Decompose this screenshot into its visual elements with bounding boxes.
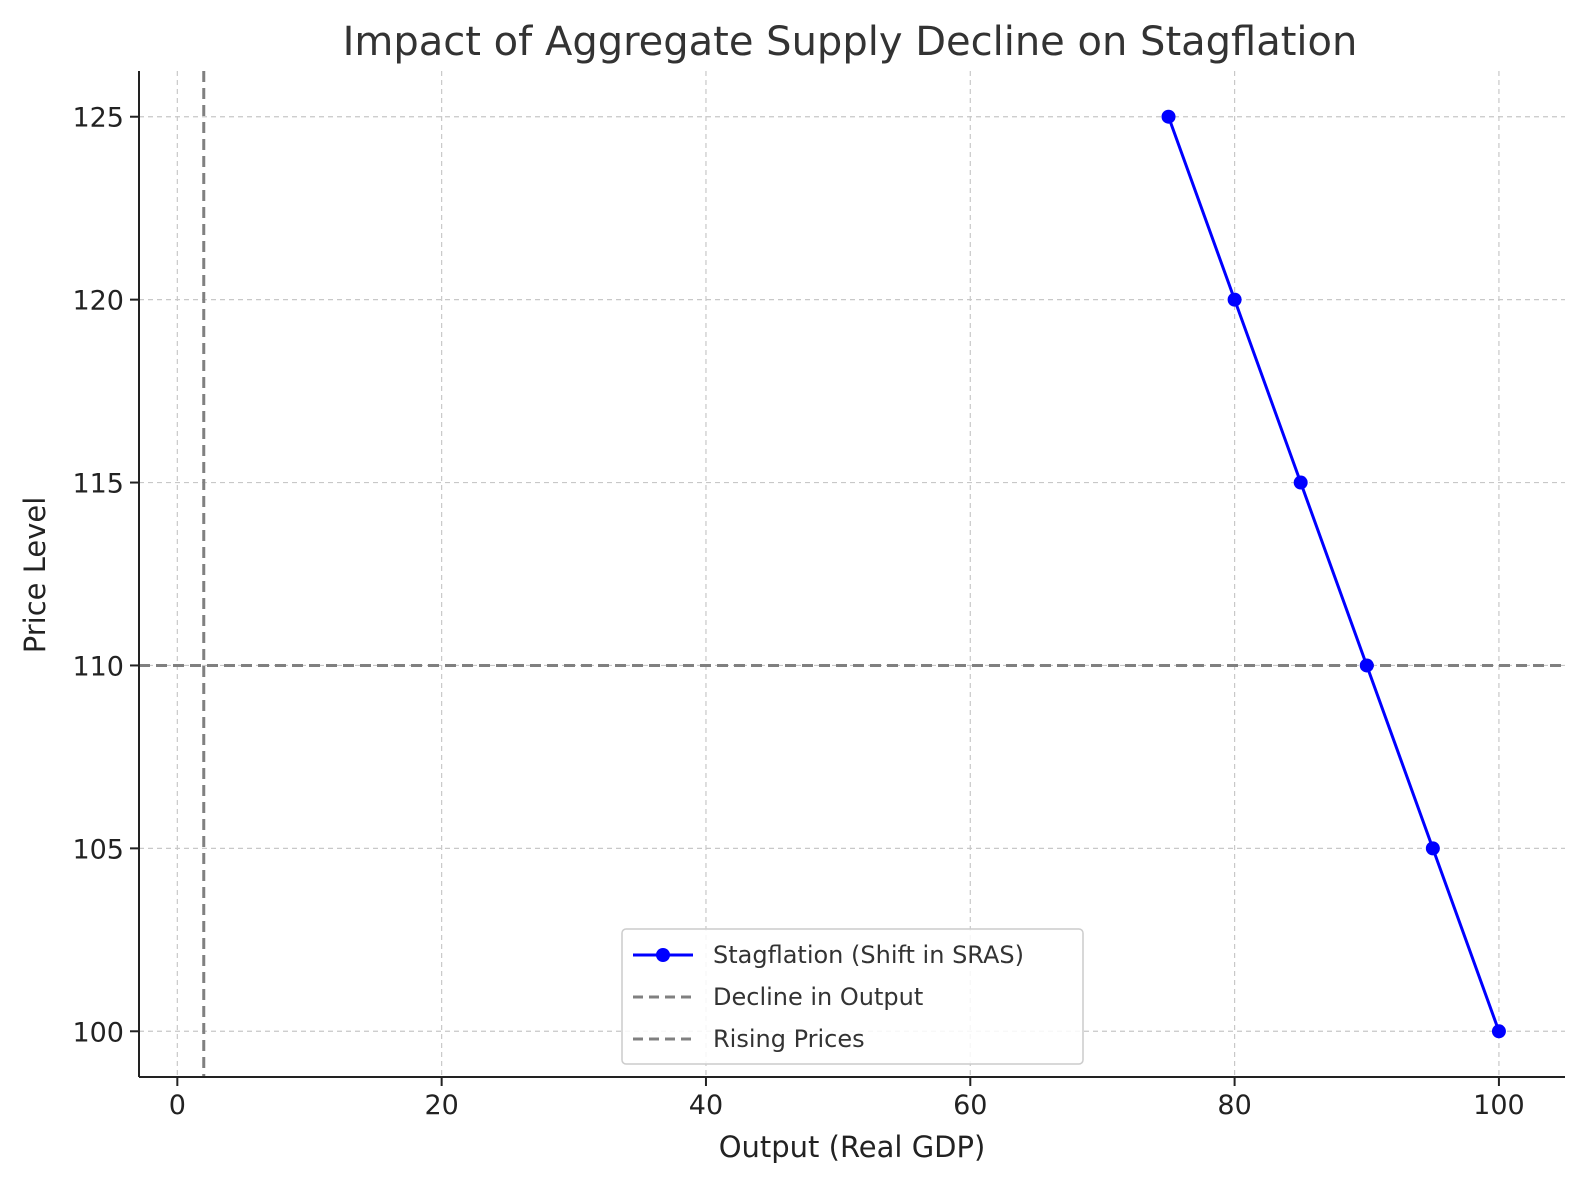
data-point bbox=[1227, 292, 1242, 307]
y-tick-label: 110 bbox=[72, 651, 124, 682]
x-tick-label: 80 bbox=[1217, 1090, 1251, 1121]
data-series bbox=[1161, 109, 1506, 1039]
y-tick-label: 105 bbox=[72, 834, 124, 865]
data-point bbox=[1425, 841, 1440, 856]
y-tick-label: 125 bbox=[72, 103, 124, 134]
y-axis-label: Price Level bbox=[18, 497, 52, 654]
chart-title: Impact of Aggregate Supply Decline on St… bbox=[343, 19, 1358, 65]
legend-label-decline: Decline in Output bbox=[713, 983, 923, 1011]
reference-lines bbox=[139, 71, 1565, 1077]
x-axis-ticks: 0 20 40 60 80 100 bbox=[169, 1077, 1525, 1121]
series-line bbox=[1167, 116, 1501, 1032]
x-tick-label: 100 bbox=[1473, 1090, 1525, 1121]
legend-label-rising: Rising Prices bbox=[713, 1025, 865, 1053]
y-axis-ticks: 100 105 110 115 120 125 bbox=[72, 103, 139, 1048]
legend: Stagflation (Shift in SRAS) Decline in O… bbox=[621, 928, 1084, 1065]
y-tick-label: 100 bbox=[72, 1017, 124, 1048]
x-tick-label: 0 bbox=[169, 1090, 186, 1121]
x-axis-label: Output (Real GDP) bbox=[719, 1130, 986, 1164]
x-tick-label: 60 bbox=[953, 1090, 987, 1121]
legend-box bbox=[621, 928, 1084, 1065]
data-point bbox=[1491, 1024, 1506, 1039]
legend-swatch-marker bbox=[656, 948, 670, 962]
x-tick-label: 40 bbox=[689, 1090, 723, 1121]
x-tick-label: 20 bbox=[424, 1090, 458, 1121]
grid bbox=[139, 71, 1565, 1077]
y-tick-label: 120 bbox=[72, 286, 124, 317]
data-point bbox=[1359, 658, 1374, 673]
data-point bbox=[1293, 475, 1308, 490]
data-point bbox=[1161, 109, 1176, 124]
y-tick-label: 115 bbox=[72, 469, 124, 500]
legend-label-series: Stagflation (Shift in SRAS) bbox=[713, 941, 1024, 969]
